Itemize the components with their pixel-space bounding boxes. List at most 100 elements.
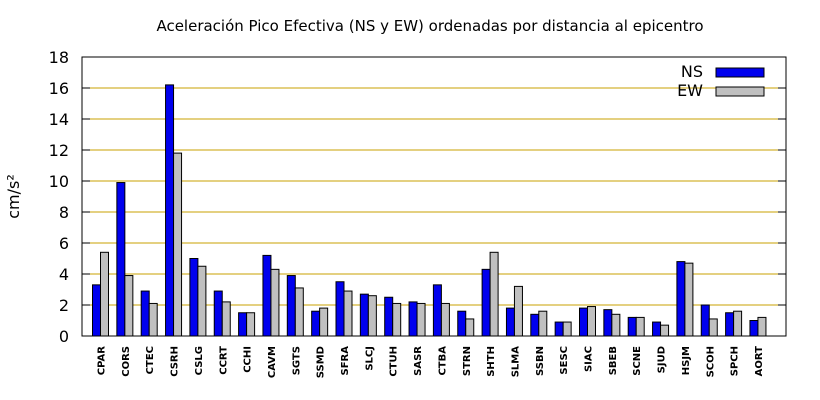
x-tick-label: CCHI (243, 346, 254, 373)
bar-ew-ssbn (538, 310, 548, 337)
bar-ew-cslg (197, 265, 207, 337)
bar-ew-cchi (246, 312, 256, 337)
y-tick-label: 4 (59, 265, 69, 284)
x-tick-label: SPCH (730, 346, 741, 376)
bar-ew-strn (465, 318, 475, 337)
bar-ns-ctuh (384, 296, 394, 337)
bar-ew-siac (587, 306, 596, 337)
bar-ns-scoh (700, 304, 710, 337)
y-tick-label: 18 (49, 48, 69, 67)
bar-ns-ctba (432, 284, 442, 337)
bar-ns-sfra (335, 281, 345, 337)
bar-ew-sjud (660, 324, 670, 337)
bar-ns-cslg (189, 258, 199, 337)
x-tick-label: SSBN (535, 346, 546, 376)
x-tick-label: STRN (462, 346, 473, 376)
bar-ns-sbeb (603, 309, 613, 337)
bar-ew-ctuh (392, 302, 402, 337)
x-tick-label: CAVM (267, 346, 278, 378)
bar-ns-cavm (262, 254, 272, 337)
bar-ew-ccrt (221, 301, 231, 337)
y-axis-label: cm/s² (4, 174, 23, 219)
bar-ew-cpar (100, 251, 109, 337)
y-tick-label: 14 (49, 110, 69, 129)
bar-ew-cors (124, 275, 134, 337)
x-tick-label: SJUD (657, 346, 668, 373)
axes (81, 56, 787, 337)
x-tick-label: CPAR (97, 346, 108, 375)
bar-ew-slcj (367, 295, 377, 337)
x-tick-label: CTEC (145, 346, 156, 374)
bar-ns-slcj (359, 293, 369, 337)
x-tick-label: SSMD (316, 346, 327, 378)
plot-frame (81, 56, 787, 337)
bars (92, 84, 767, 337)
y-tick-label: 8 (59, 203, 69, 222)
bar-ns-scne (627, 316, 637, 337)
y-tick-label: 0 (59, 327, 69, 346)
bar-ns-slma (505, 307, 515, 337)
bar-ns-ssbn (530, 313, 540, 337)
x-tick-label: CORS (121, 346, 132, 377)
x-tick-label: CSRH (170, 346, 181, 377)
bar-ns-hsjm (676, 261, 686, 337)
bar-ns-siac (579, 307, 588, 337)
x-tick-label: SESC (559, 346, 570, 375)
x-tick-label: SGTS (291, 346, 302, 375)
y-tick-label: 10 (49, 172, 69, 191)
chart-title: Aceleración Pico Efectiva (NS y EW) orde… (156, 17, 703, 35)
bar-ew-spch (733, 310, 743, 337)
x-tick-label: CTUH (389, 346, 400, 377)
bar-ns-aort (749, 320, 759, 337)
x-tick-label: SCOH (705, 346, 716, 377)
bar-ew-sbeb (611, 313, 621, 337)
bar-ns-sjud (652, 321, 662, 337)
bar-ns-cchi (238, 312, 248, 337)
x-tick-label: CCRT (218, 346, 229, 375)
x-tick-label: SBEB (608, 346, 619, 375)
y-tick-label: 12 (49, 141, 69, 160)
bar-ns-cpar (92, 284, 101, 337)
legend-swatch-ew (715, 86, 765, 97)
bar-ew-hsjm (684, 262, 694, 337)
bar-ew-scne (635, 316, 645, 337)
bar-ew-ssmd (319, 307, 329, 337)
x-tick-label: SIAC (584, 346, 595, 372)
bar-ew-sesc (562, 321, 572, 337)
legend-swatch-ns (715, 67, 765, 78)
y-tick-label: 16 (49, 79, 69, 98)
x-tick-label: HSJM (681, 346, 692, 375)
x-tick-label: SCNE (632, 346, 643, 376)
bar-ns-spch (725, 312, 735, 337)
bar-ns-sgts (286, 275, 296, 337)
bar-ew-scoh (708, 318, 718, 337)
x-tick-label: SLCJ (364, 346, 375, 371)
x-tick-label: SHTH (486, 346, 497, 377)
bar-ew-sgts (294, 287, 304, 337)
bar-ew-slma (513, 285, 523, 337)
bar-ns-sasr (408, 301, 418, 337)
bar-ew-shth (489, 251, 499, 337)
bar-ns-strn (457, 310, 467, 337)
bar-ew-sasr (416, 302, 426, 337)
x-tick-label: SASR (413, 346, 424, 376)
y-tick-labels: 0 2 4 6 8 10 12 14 16 18 (49, 48, 69, 346)
y-tick-label: 2 (59, 296, 69, 315)
bar-ew-ctec (148, 302, 158, 337)
bar-ew-cavm (270, 268, 280, 337)
bar-ew-ctba (440, 302, 450, 337)
legend-label: EW (677, 81, 703, 100)
bar-ns-sesc (554, 321, 564, 337)
bar-ns-ctec (140, 290, 150, 337)
y-tick-label: 6 (59, 234, 69, 253)
bar-ew-aort (757, 316, 767, 337)
x-tick-label: CSLG (194, 346, 205, 375)
bar-ns-shth (481, 268, 491, 337)
x-tick-label: CTBA (437, 346, 448, 376)
bar-ns-ssmd (311, 310, 321, 337)
bar-ew-csrh (173, 152, 183, 337)
x-tick-labels: CPAR CORS CTEC CSRH CSLG CCRT CCHI CAVM SGTS SSMD… (97, 346, 765, 379)
legend-label: NS (681, 62, 703, 81)
